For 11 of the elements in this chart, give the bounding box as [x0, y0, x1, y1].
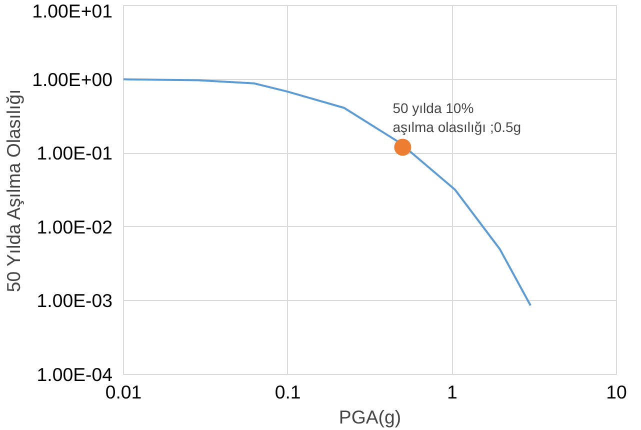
annotation: 50 yılda 10% aşılma olasılığı ;0.5g — [392, 100, 522, 136]
x-tick-label: 10 — [606, 382, 627, 402]
x-axis-title: PGA(g) — [338, 406, 402, 428]
y-tick-label: 1.00E-03 — [36, 290, 112, 312]
y-tick-label: 1.00E+00 — [32, 68, 113, 90]
x-tick-label: 1 — [446, 382, 458, 402]
y-axis-title: 50 Yılda Aşılma Olasılığı — [3, 89, 24, 292]
y-tick-label: 1.00E-01 — [36, 142, 112, 164]
x-tick-label: 0.1 — [274, 382, 301, 402]
y-tick-label: 1.00E+01 — [32, 0, 113, 22]
y-tick-label: 1.00E-02 — [36, 216, 112, 238]
